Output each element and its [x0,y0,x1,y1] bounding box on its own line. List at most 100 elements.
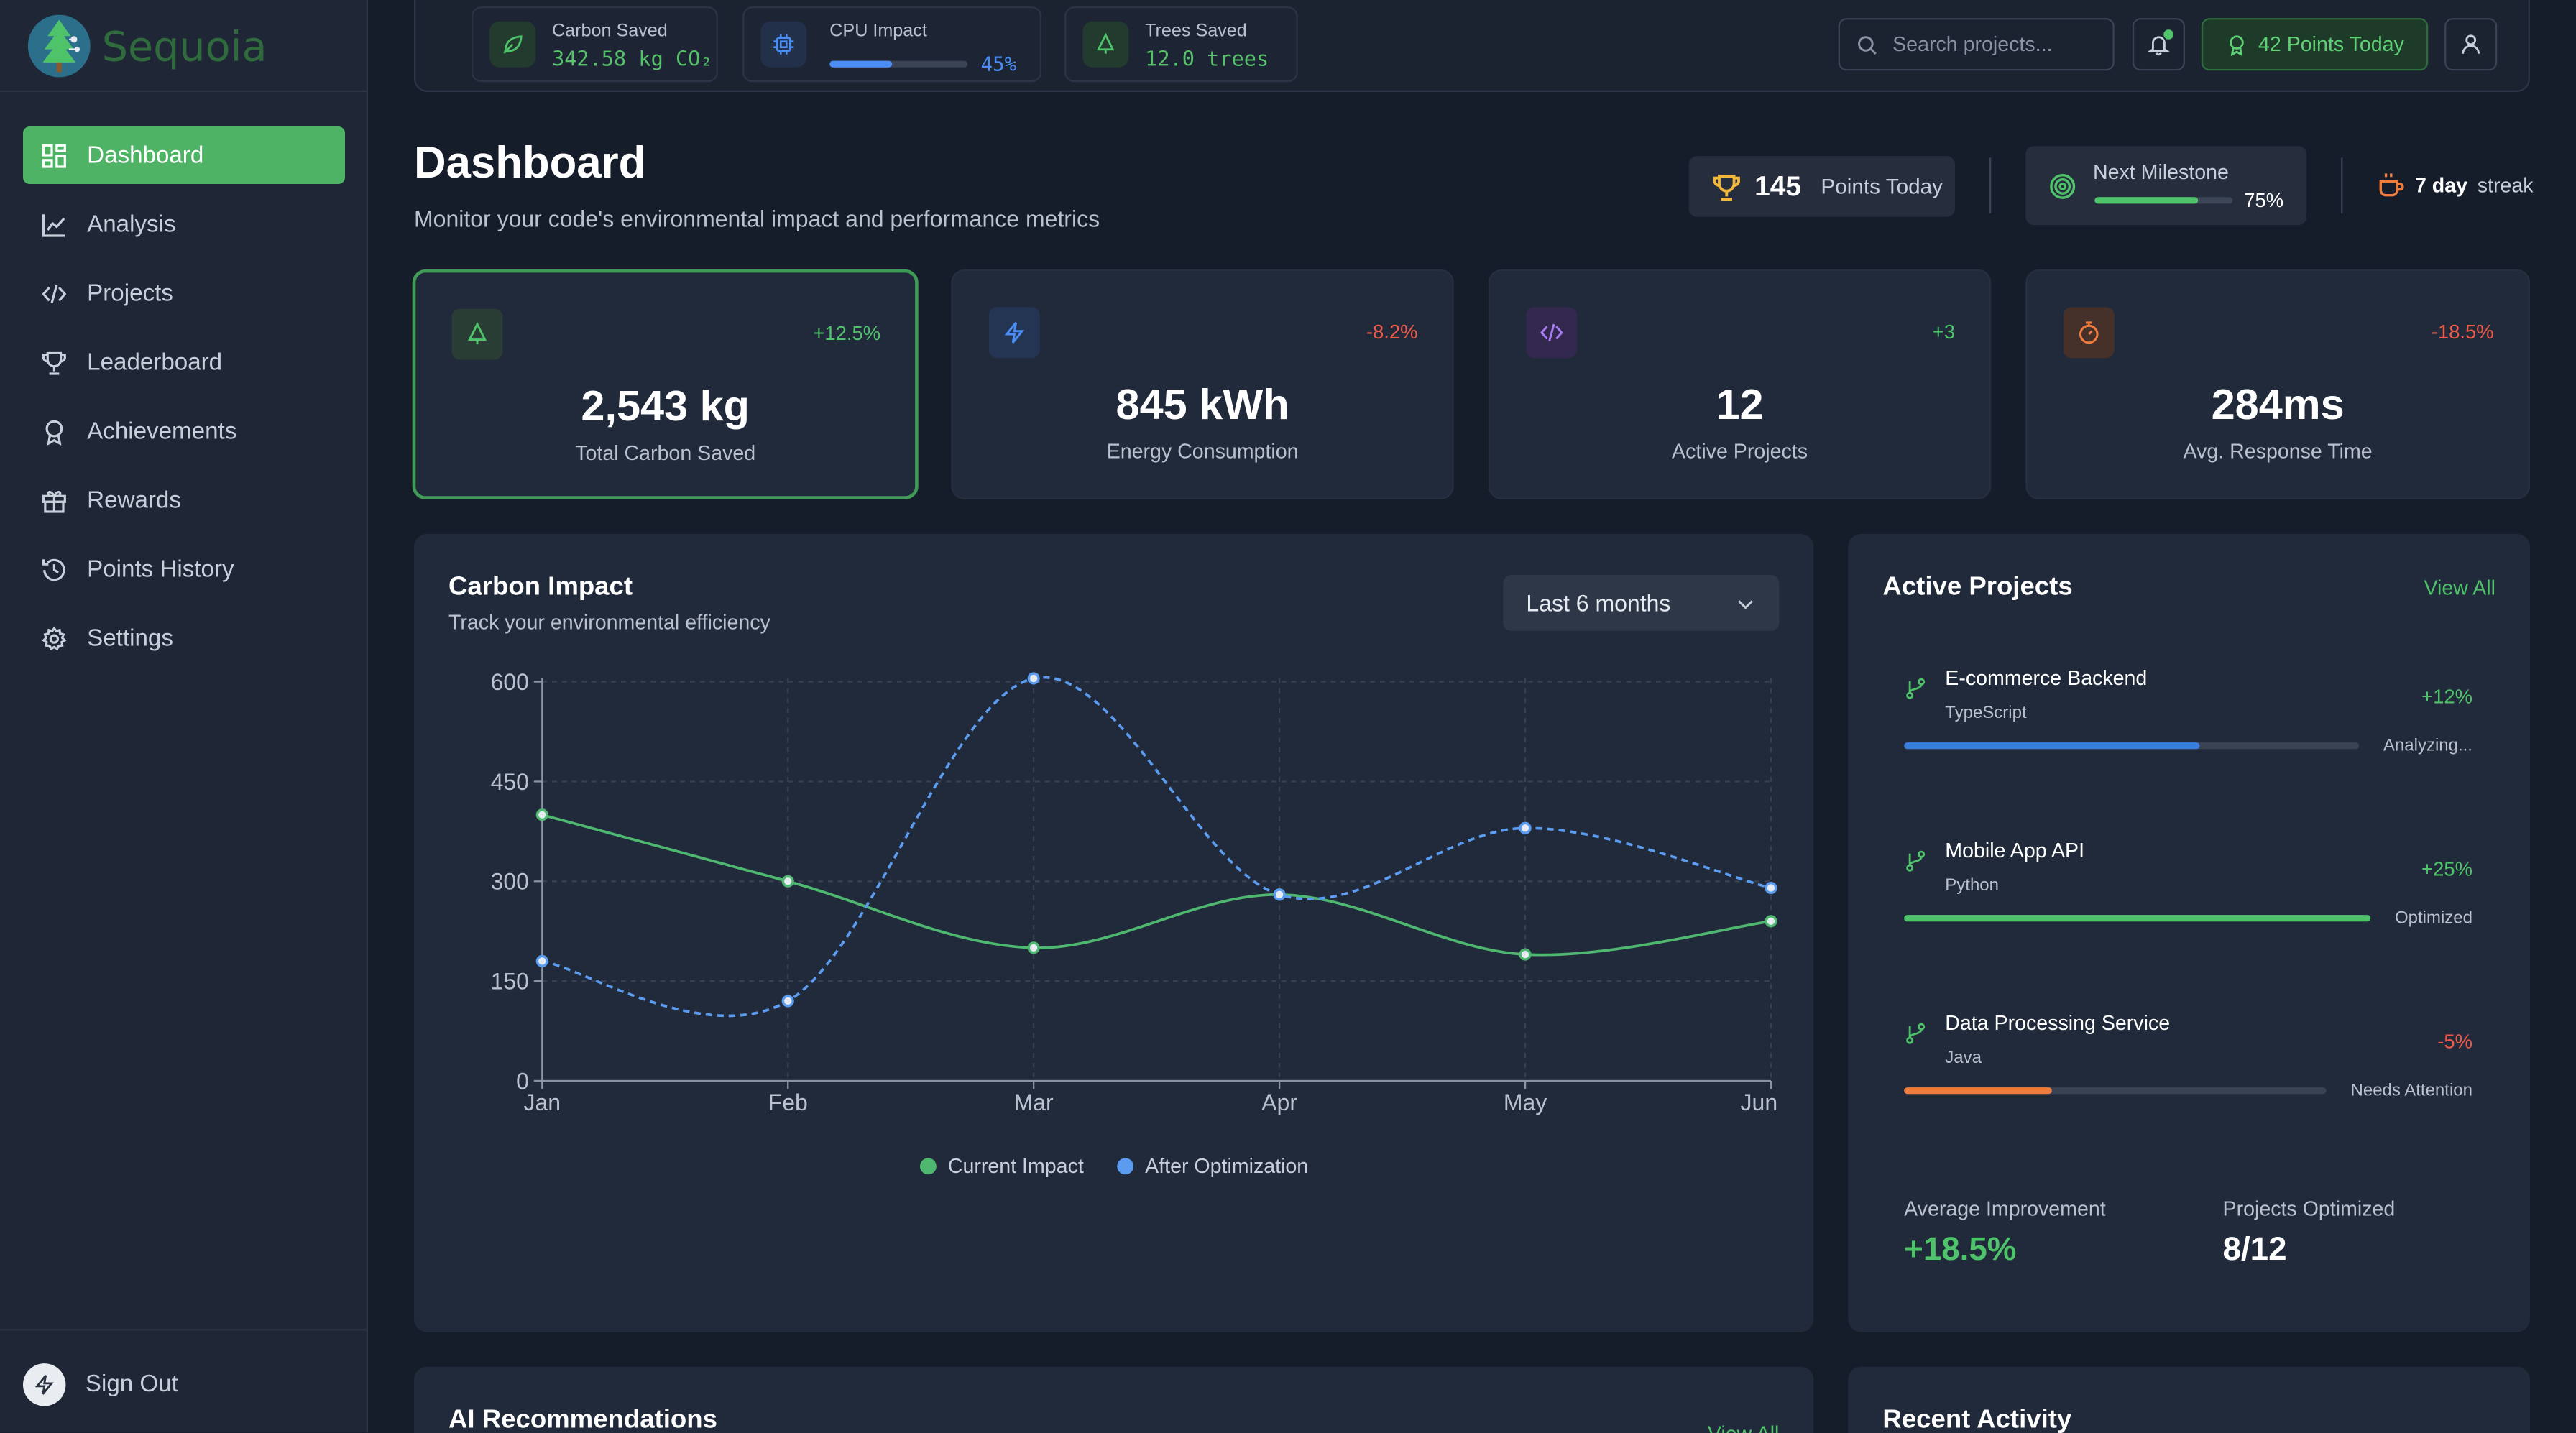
tree-icon [1082,21,1129,68]
project-name: Mobile App API [1945,839,2085,862]
data-point [535,954,548,967]
sidebar-item-rewards[interactable]: Rewards [23,471,345,529]
cpu-impact-widget: CPU Impact 45% [742,6,1042,83]
sidebar-item-achievements[interactable]: Achievements [23,402,345,460]
award-icon [2229,34,2243,55]
sidebar-item-dashboard[interactable]: Dashboard [22,126,345,184]
project-status: Optimized [2394,908,2472,929]
timer-icon [2063,307,2115,359]
series-line-optimized [541,676,1772,1018]
search-icon [1858,35,1877,54]
sidebar-item-points-history[interactable]: Points History [23,540,345,598]
data-point [535,808,548,821]
x-tick-label: Feb [768,1089,808,1115]
tree-icon [451,308,503,360]
brand-name: Sequoia [101,22,267,70]
cpu-impact-value: 45% [980,52,1017,76]
sidebar-item-label: Leaderboard [87,349,223,376]
code-icon [42,284,67,303]
stat-card-energy[interactable]: -8.2% 845 kWh Energy Consumption [951,269,1454,499]
user-icon [2462,34,2480,54]
streak-days: 7 day [2414,173,2468,197]
git-branch-icon [1906,850,1926,872]
sidebar-item-leaderboard[interactable]: Leaderboard [23,333,345,391]
sidebar-item-label: Settings [87,625,173,652]
stat-card-carbon[interactable]: +12.5% 2,543 kg Total Carbon Saved [412,269,919,499]
header-divider [2341,157,2343,214]
sidebar-item-analysis[interactable]: Analysis [23,195,345,253]
chevron-down-icon [1738,600,1753,609]
next-milestone-value: 75% [2244,188,2284,212]
search-box[interactable] [1838,18,2115,71]
sidebar-divider [0,1329,368,1331]
project-change: -5% [2437,1030,2472,1054]
page-title: Dashboard [413,137,646,188]
series-line-current [541,813,1772,957]
y-tick-label: 450 [491,769,529,795]
carbon-impact-panel: Carbon Impact Track your environmental e… [413,533,1814,1332]
x-tick-label: Jun [1741,1089,1778,1115]
cpu-impact-fill [829,60,892,68]
project-status: Analyzing... [2383,735,2472,756]
cpu-impact-bar [829,60,968,68]
project-language: Java [1945,1048,1982,1068]
next-milestone-fill [2094,197,2199,204]
stat-label: Total Carbon Saved [575,441,756,465]
data-point [1027,672,1040,685]
coffee-icon [2379,173,2404,197]
sign-out-button[interactable]: Sign Out [22,1363,178,1406]
legend-current: Current Impact [919,1154,1084,1178]
legend-swatch [1117,1158,1134,1175]
time-range-select[interactable]: Last 6 months [1503,574,1780,631]
gift-icon [42,489,66,512]
data-point [781,995,794,1008]
y-tick-label: 300 [491,869,529,895]
data-point [1519,948,1532,961]
search-input[interactable] [1892,32,2107,56]
x-tick-label: Mar [1014,1089,1054,1115]
trees-saved-widget: Trees Saved 12.0 trees [1064,6,1298,83]
data-point [1765,881,1777,895]
cpu-icon [760,21,807,68]
view-all-link[interactable]: View All [2424,576,2496,600]
project-progress-fill [1904,915,2371,922]
project-change: +12% [2421,685,2472,709]
average-improvement-value: +18.5% [1904,1232,2017,1268]
award-icon [45,419,63,445]
next-milestone-card: Next Milestone 75% [2025,146,2307,226]
lightning-icon [988,307,1040,359]
data-point [1273,888,1286,901]
stat-card-response[interactable]: -18.5% 284ms Avg. Response Time [2025,269,2530,499]
sidebar-item-label: Dashboard [87,142,204,169]
sidebar: Sequoia Dashboard Analysis Projects Lead… [0,0,368,1433]
data-point [1519,821,1532,834]
lightning-icon [34,1374,54,1395]
points-today-label: 42 Points Today [2258,32,2404,56]
x-tick-label: Jan [523,1089,561,1115]
stat-value: 12 [1716,379,1764,429]
user-menu-button[interactable] [2444,18,2498,71]
cpu-impact-label: CPU Impact [829,21,927,42]
stat-value: 845 kWh [1116,379,1289,429]
active-projects-panel: Active Projects View All E-commerce Back… [1848,533,2530,1332]
stat-label: Energy Consumption [1106,440,1299,464]
sidebar-item-label: Rewards [87,487,181,514]
next-milestone-bar [2094,197,2233,204]
points-today-button[interactable]: 42 Points Today [2201,18,2429,71]
legend-label: Current Impact [947,1154,1084,1178]
notifications-button[interactable] [2132,18,2185,71]
notification-dot [2163,29,2174,40]
ai-view-all-link[interactable]: View All [1708,1422,1780,1433]
stat-value: 284ms [2211,379,2345,429]
sidebar-item-projects[interactable]: Projects [23,264,345,322]
projects-optimized-value: 8/12 [2222,1232,2287,1268]
stat-label: Active Projects [1672,440,1808,464]
stat-card-projects[interactable]: +3 12 Active Projects [1488,269,1992,499]
project-progress-fill [1904,742,2200,750]
brand[interactable]: Sequoia [27,13,267,78]
git-branch-icon [1906,678,1926,699]
dashboard-icon [42,143,66,167]
sidebar-item-settings[interactable]: Settings [23,609,345,667]
sign-out-avatar [22,1363,66,1406]
stat-value: 2,543 kg [581,381,750,430]
